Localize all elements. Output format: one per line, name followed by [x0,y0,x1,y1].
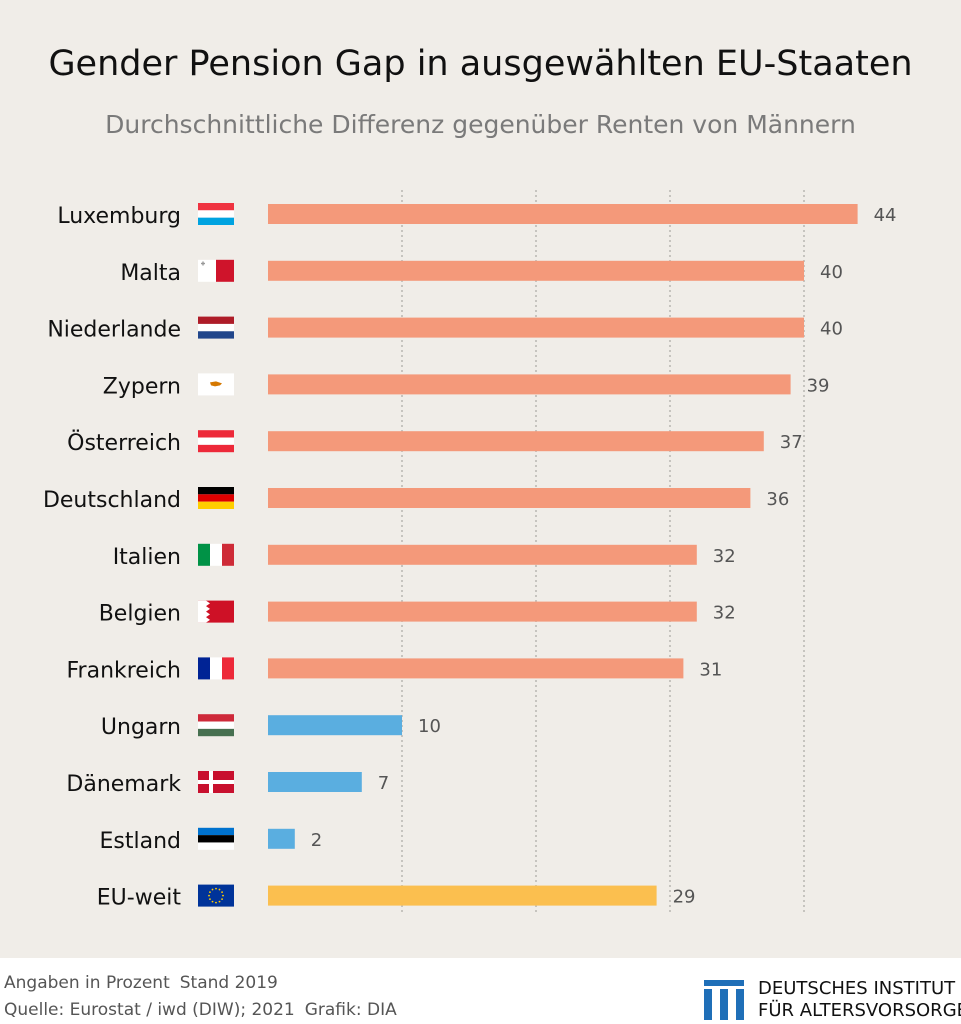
bar [268,601,697,622]
bar [268,317,804,338]
data-label: 31 [699,659,722,680]
category-label: Frankreich [66,658,181,683]
category-label: Dänemark [66,772,181,797]
bar-chart: Luxemburg 44 Malta 40 Niederlande 40 Zypern 39 Ö… [43,190,897,912]
category-label: Belgien [99,602,181,627]
malta-flag-icon [198,259,234,282]
dia-logo-icon [704,980,744,1020]
logo-line-1: DEUTSCHES INSTITUT [758,978,956,999]
italy-flag-icon [198,543,234,566]
bar [268,715,402,736]
data-label: 40 [820,319,843,340]
data-label: 2 [311,830,322,851]
cyprus-flag-icon [198,373,234,396]
bar [268,374,791,395]
netherlands-flag-icon [198,316,234,339]
category-label: Luxemburg [57,204,181,229]
bar [268,260,804,281]
hungary-flag-icon [198,714,234,737]
graphic-credit: Grafik: DIA [304,1000,397,1020]
bar [268,772,362,792]
data-label: 32 [713,603,736,624]
bar [268,431,764,452]
category-label: Zypern [103,374,181,399]
source-note: Quelle: Eurostat / iwd (DIW); 2021 [4,1000,295,1020]
data-label: 44 [874,205,897,226]
dia-logo: DEUTSCHES INSTITUT FÜR ALTERSVORSORGE [704,978,961,1024]
footer-notes: Angaben in Prozent Stand 2019 Quelle: Eur… [4,970,407,1024]
bar [268,544,697,565]
data-label: 32 [713,546,736,567]
category-label: Niederlande [47,318,181,343]
data-label: 29 [673,887,696,908]
bar [268,204,858,224]
logo-line-2: FÜR ALTERSVORSORGE [758,1000,961,1021]
luxembourg-flag-icon [198,203,234,225]
bar [268,488,751,508]
estonia-flag-icon [198,827,234,850]
category-label: Italien [113,545,181,570]
bahrain-style-belgium-flag-icon [198,600,234,623]
category-label: Malta [120,261,181,286]
france-flag-icon [198,657,234,680]
bar [268,828,295,849]
data-label: 10 [418,716,441,737]
germany-flag-icon [198,487,234,509]
data-label: 7 [378,773,389,794]
bar [268,658,684,679]
category-label: Deutschland [43,488,181,513]
category-label: Ungarn [101,715,181,740]
chart-title: Gender Pension Gap in ausgewählten EU-St… [48,44,913,84]
eu-flag-icon [198,884,234,907]
data-label: 39 [807,375,830,396]
data-label: 40 [820,262,843,283]
chart-subtitle: Durchschnittliche Differenz gegenüber Re… [105,110,856,139]
category-label: EU-weit [97,886,182,911]
stand-note: Stand 2019 [179,973,278,993]
data-label: 36 [766,489,789,510]
bar [268,885,657,906]
data-label: 37 [780,432,803,453]
austria-flag-icon [198,430,234,453]
category-label: Estland [100,829,182,854]
unit-note: Angaben in Prozent [4,973,170,993]
category-label: Österreich [67,430,181,456]
chart-panel [0,0,961,958]
denmark-flag-icon [198,771,234,793]
